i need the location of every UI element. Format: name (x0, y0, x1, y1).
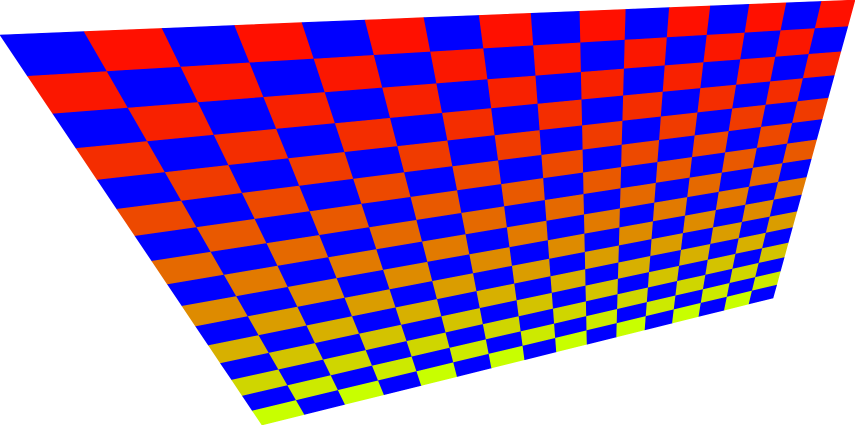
checker-cell (623, 37, 668, 70)
checker-cell (662, 62, 705, 93)
checker-cell (373, 51, 438, 89)
checker-cell (324, 87, 391, 124)
checker-cell (436, 79, 492, 114)
checker-cell (313, 54, 383, 93)
checker-cell (740, 30, 782, 61)
checker-cell (748, 284, 778, 305)
checker-cell (580, 68, 625, 101)
checker-cell (666, 5, 711, 38)
checker-cell (580, 39, 626, 73)
checker-cell (430, 48, 489, 85)
checker-cell (263, 92, 336, 130)
checker-cell (442, 108, 496, 142)
checker-cell (301, 19, 375, 60)
checker-cell (487, 75, 539, 109)
checker-cell (622, 91, 664, 122)
checker-cell (744, 2, 787, 34)
checker-cell (537, 99, 583, 131)
checker-cell (364, 17, 431, 56)
checker-cell (703, 32, 746, 63)
checker-cell (390, 112, 449, 147)
checker-cell (491, 103, 541, 136)
checker-cell (382, 83, 443, 119)
checker-cell (623, 65, 666, 97)
checker-cell (697, 84, 737, 114)
checker-cell (535, 71, 583, 105)
checker-cell (579, 9, 627, 44)
checker-cell (732, 81, 771, 110)
checker-cell (624, 7, 670, 41)
checker-cell (706, 3, 750, 36)
checker-cell (530, 10, 581, 47)
checker-cell (700, 59, 741, 89)
checker-cell (423, 15, 484, 53)
checker-cell (664, 34, 708, 67)
checker-cell (581, 95, 624, 127)
checker-cell (660, 88, 701, 118)
checker-cell (533, 42, 582, 77)
checker-cell (736, 56, 776, 86)
checker-cell (478, 12, 534, 50)
checker-cell (483, 45, 537, 80)
